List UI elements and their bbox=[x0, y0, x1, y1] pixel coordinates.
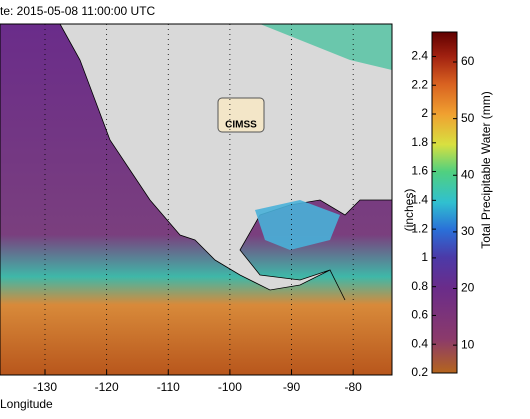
colorbar-right-tick-label: 50 bbox=[461, 111, 475, 125]
colorbar-left-label: (inches) bbox=[402, 189, 416, 232]
colorbar-left-tick-label: 0.8 bbox=[411, 279, 428, 293]
colorbar-right-tick-label: 20 bbox=[461, 281, 475, 295]
colorbar-left-tick-label: 2.4 bbox=[411, 49, 428, 63]
x-label: Longitude bbox=[0, 397, 53, 411]
colorbar-left-tick-label: 2.2 bbox=[411, 77, 428, 91]
colorbar-right-tick-label: 60 bbox=[461, 54, 475, 68]
logo-text: CIMSS bbox=[225, 120, 257, 131]
x-tick-label: -100 bbox=[218, 380, 242, 394]
colorbar-left-tick-label: 1.4 bbox=[411, 193, 428, 207]
colorbar-left-tick-label: 2 bbox=[421, 106, 428, 120]
logo bbox=[217, 97, 265, 133]
timestamp: te: 2015-05-08 11:00:00 UTC bbox=[0, 4, 156, 18]
colorbar-left-tick-label: 0.2 bbox=[411, 365, 428, 379]
colorbar-right-tick-label: 30 bbox=[461, 224, 475, 238]
map: CIMSS bbox=[0, 23, 393, 376]
colorbar-left-tick-label: 0.4 bbox=[411, 336, 428, 350]
colorbar-left-tick-label: 1.8 bbox=[411, 135, 428, 149]
map-frame bbox=[0, 23, 393, 376]
x-tick-label: -130 bbox=[33, 380, 57, 394]
colorbar-left-tick-label: 0.6 bbox=[411, 308, 428, 322]
x-tick-label: -110 bbox=[157, 380, 180, 394]
colorbar-right-tick-label: 10 bbox=[461, 337, 475, 351]
land bbox=[59, 23, 393, 301]
gulf bbox=[255, 200, 340, 250]
x-tick-label: -90 bbox=[283, 380, 301, 394]
colorbar bbox=[431, 31, 458, 374]
moisture-north bbox=[260, 24, 392, 70]
colorbar-left-tick-label: 1.6 bbox=[411, 164, 428, 178]
colorbar-left-tick-label: 1.2 bbox=[411, 221, 428, 235]
colorbar-right-label: Total Precipitable Water (mm) bbox=[479, 91, 493, 249]
x-tick-label: -120 bbox=[95, 380, 119, 394]
x-tick-label: -80 bbox=[344, 380, 362, 394]
colorbar-right-tick-label: 40 bbox=[461, 167, 475, 181]
colorbar-left-tick-label: 1 bbox=[421, 250, 428, 264]
